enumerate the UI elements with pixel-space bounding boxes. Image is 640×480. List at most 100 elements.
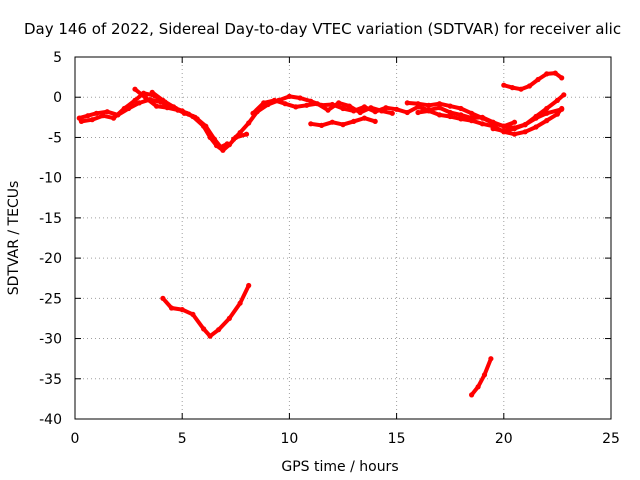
data-point xyxy=(304,102,310,108)
data-point xyxy=(501,128,507,134)
data-point xyxy=(469,118,475,124)
data-point xyxy=(286,93,292,99)
series-track-d xyxy=(149,89,187,116)
data-point xyxy=(78,118,84,124)
data-point xyxy=(243,131,250,137)
data-point xyxy=(201,326,207,332)
data-point xyxy=(346,103,352,109)
data-point xyxy=(203,123,209,129)
data-point xyxy=(488,356,494,362)
y-tick-label: -40 xyxy=(39,412,62,428)
data-point xyxy=(111,115,117,121)
data-point xyxy=(136,100,142,106)
data-point xyxy=(509,85,515,91)
data-point xyxy=(308,121,314,127)
data-point xyxy=(479,121,485,127)
y-tick-label: -25 xyxy=(39,291,62,307)
series-track-f xyxy=(250,97,395,116)
data-point xyxy=(533,113,539,120)
x-tick-label: 5 xyxy=(178,431,187,447)
data-point xyxy=(379,108,385,114)
data-point xyxy=(361,115,367,121)
data-point xyxy=(511,131,518,137)
data-point xyxy=(544,118,550,124)
data-point xyxy=(216,327,222,333)
data-point xyxy=(447,109,453,116)
data-point xyxy=(552,70,558,76)
x-tick-label: 15 xyxy=(388,431,406,447)
data-point xyxy=(559,105,565,112)
y-tick-label: -10 xyxy=(39,171,62,187)
data-point xyxy=(357,109,363,116)
data-point xyxy=(415,101,421,107)
data-point xyxy=(554,111,561,117)
data-point xyxy=(436,101,443,107)
data-point xyxy=(501,123,507,129)
x-tick-label: 10 xyxy=(280,431,298,447)
data-point xyxy=(211,136,217,142)
chart-title: Day 146 of 2022, Sidereal Day-to-day VTE… xyxy=(24,20,621,38)
data-point xyxy=(469,392,475,398)
data-point xyxy=(246,120,252,126)
data-point xyxy=(469,110,475,116)
data-point xyxy=(314,101,320,107)
data-point xyxy=(340,105,346,112)
y-tick-label: 5 xyxy=(53,50,62,66)
data-point xyxy=(319,122,325,128)
data-point xyxy=(237,130,243,136)
grid-lines xyxy=(75,57,611,419)
series-track-k xyxy=(501,70,565,92)
data-point xyxy=(447,103,453,109)
data-point xyxy=(85,113,91,119)
data-point xyxy=(561,92,567,98)
y-tick-label: 0 xyxy=(53,90,62,106)
data-point xyxy=(351,118,357,124)
y-tick-label: -30 xyxy=(39,332,62,348)
data-point xyxy=(231,136,237,142)
data-point xyxy=(426,108,432,114)
data-point xyxy=(436,112,443,118)
data-point xyxy=(383,105,389,111)
data-point xyxy=(121,105,127,112)
data-point xyxy=(190,311,196,317)
data-point xyxy=(533,124,539,130)
data-point xyxy=(544,71,550,77)
data-point xyxy=(394,106,400,112)
data-point xyxy=(297,95,303,101)
data-point xyxy=(261,100,267,106)
data-point xyxy=(149,89,155,95)
data-point xyxy=(181,110,187,116)
data-point xyxy=(218,144,224,150)
data-point xyxy=(336,100,342,106)
data-point xyxy=(160,97,166,103)
y-tick-label: -35 xyxy=(39,372,62,388)
data-point xyxy=(153,103,160,109)
data-point xyxy=(415,109,421,116)
data-point xyxy=(250,110,256,116)
series-line xyxy=(469,356,493,397)
data-point xyxy=(554,97,561,103)
data-point xyxy=(501,82,507,88)
data-point xyxy=(458,116,464,122)
series-track-j xyxy=(490,92,567,134)
data-point xyxy=(171,104,177,110)
data-point xyxy=(293,104,299,110)
data-point xyxy=(372,118,378,124)
series-track-m xyxy=(469,356,494,398)
x-tick-label: 20 xyxy=(495,431,513,447)
data-point xyxy=(559,75,565,81)
series-track-g xyxy=(308,115,378,128)
data-point xyxy=(458,112,464,118)
data-point xyxy=(192,114,198,120)
data-point xyxy=(544,105,550,112)
data-point xyxy=(93,110,99,116)
data-point xyxy=(404,100,410,106)
plot-frame xyxy=(74,56,612,420)
x-tick-label: 25 xyxy=(602,431,620,447)
data-point xyxy=(226,315,232,321)
y-axis-label: SDTVAR / TECUs xyxy=(6,181,22,296)
series-track-h xyxy=(404,100,518,129)
data-point xyxy=(186,111,192,117)
y-tick-label: -5 xyxy=(48,130,62,146)
